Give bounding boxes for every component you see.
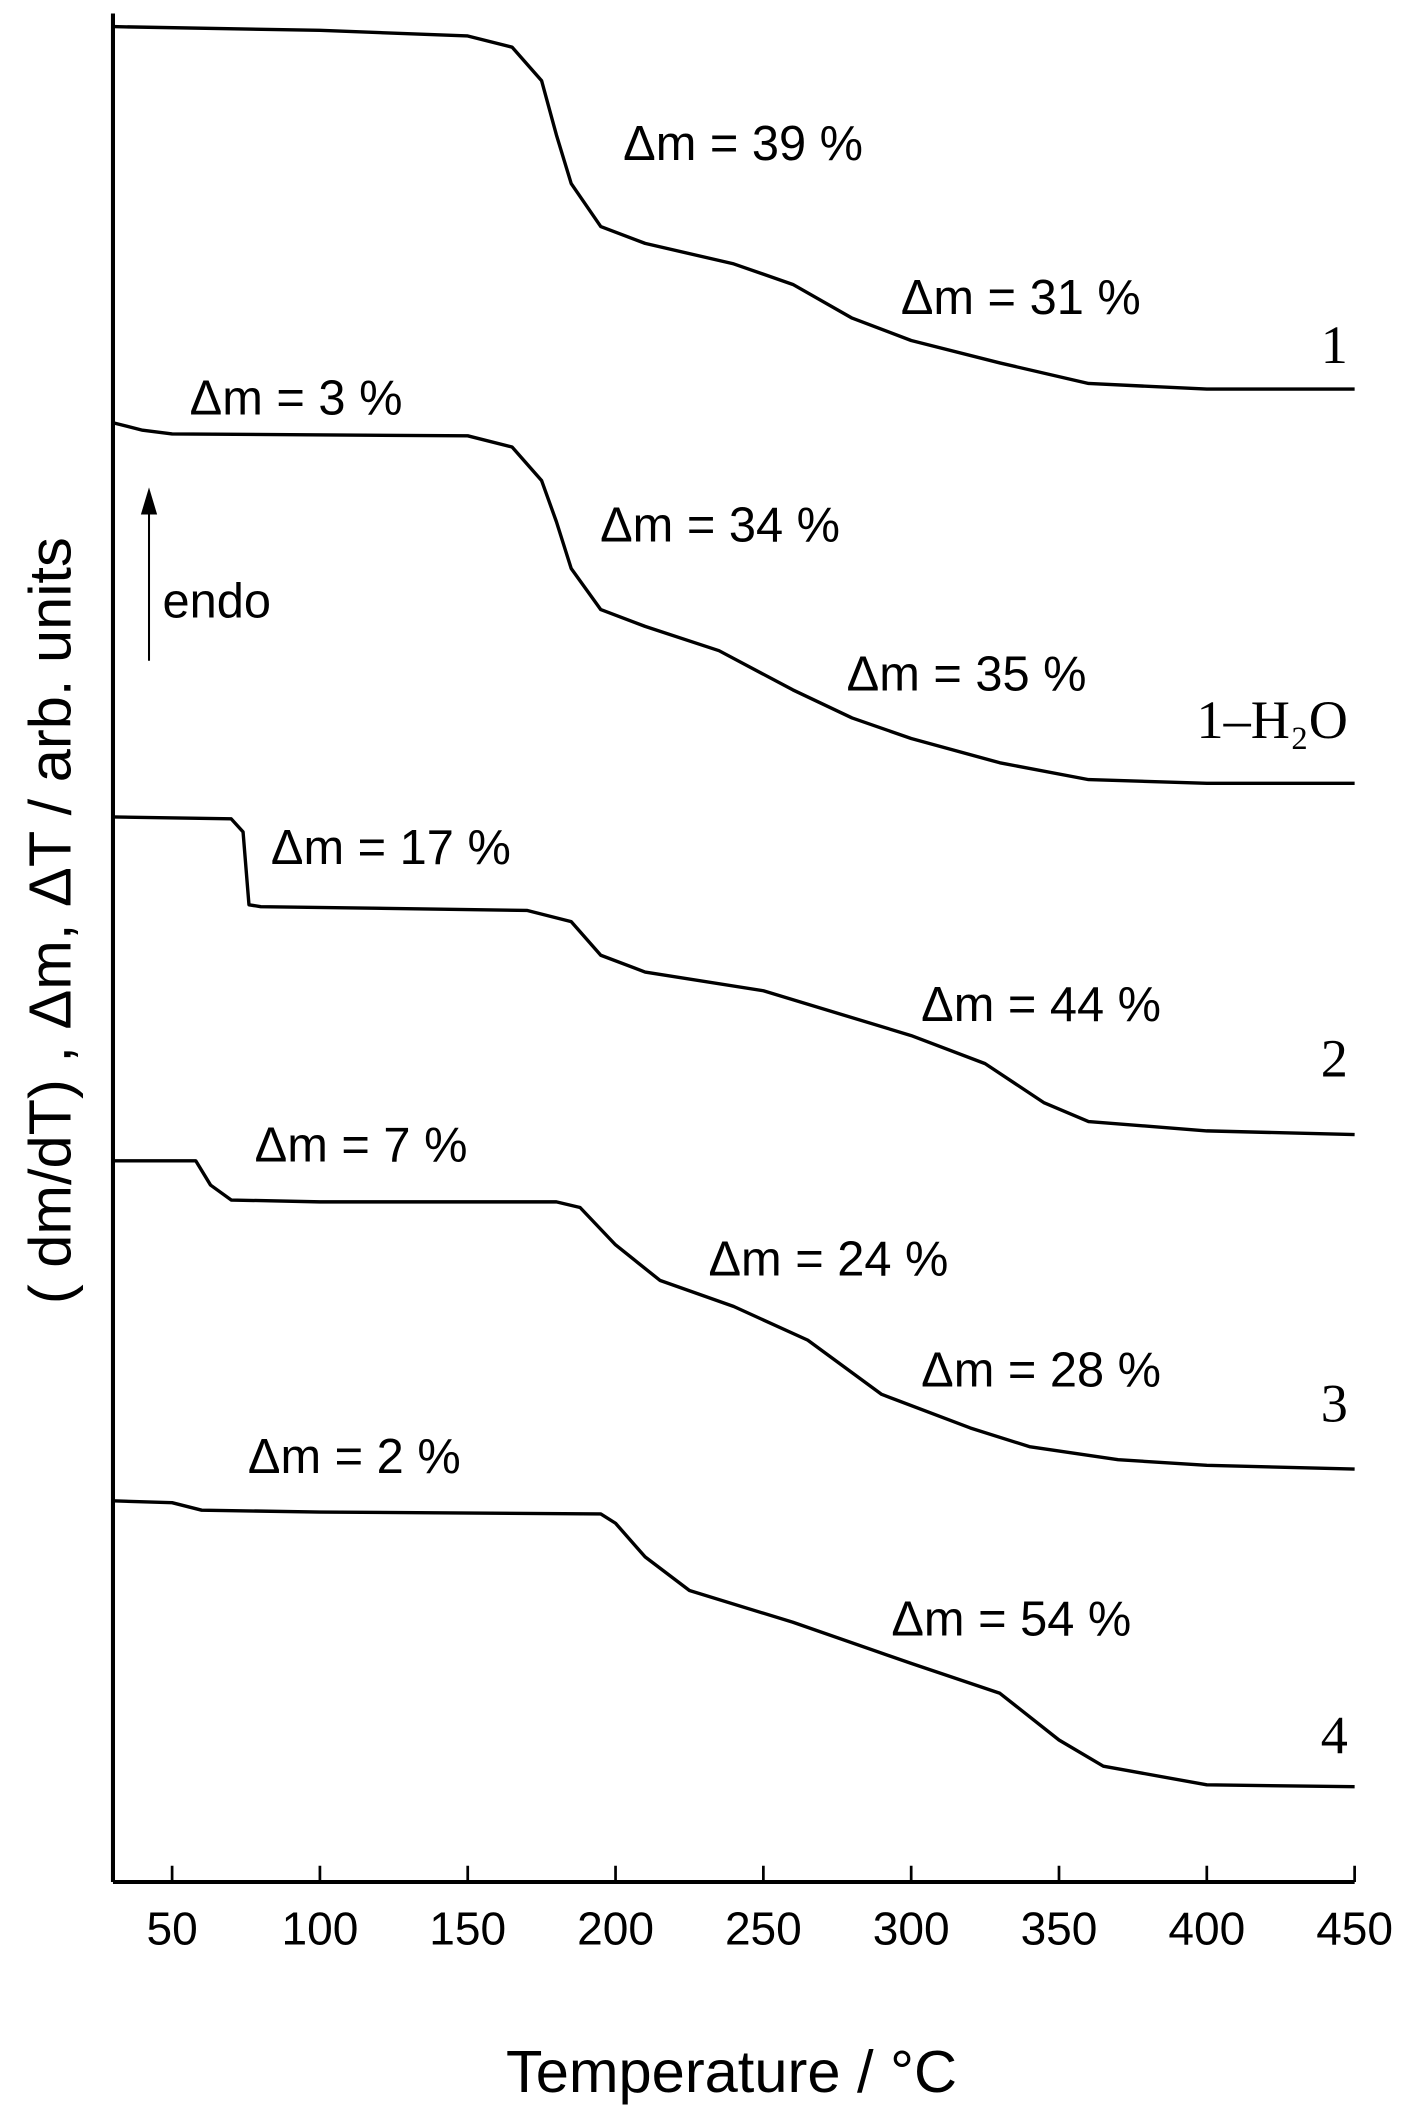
x-tick-label: 200 xyxy=(577,1902,654,1954)
annotation: Δm = 35 % xyxy=(847,648,1087,702)
x-tick-label: 400 xyxy=(1168,1902,1245,1954)
annotation: Δm = 17 % xyxy=(271,821,511,875)
annotation: Δm = 3 % xyxy=(190,371,403,425)
annotation: Δm = 2 % xyxy=(248,1430,461,1484)
annotation: Δm = 24 % xyxy=(708,1232,948,1286)
endo-label: endo xyxy=(163,574,271,628)
curve xyxy=(112,815,1355,1137)
annotation: Δm = 31 % xyxy=(901,271,1141,325)
x-tick-label: 300 xyxy=(873,1902,950,1954)
series-label: 1–H₂O xyxy=(1197,690,1348,750)
x-axis-label: Temperature / °C xyxy=(506,2038,957,2105)
annotation: Δm = 34 % xyxy=(600,499,840,553)
curve xyxy=(112,421,1355,786)
series-label: 3 xyxy=(1321,1374,1348,1434)
series-label: 1 xyxy=(1321,315,1348,375)
x-tick-label: 150 xyxy=(429,1902,506,1954)
curve xyxy=(112,1499,1355,1789)
annotation: Δm = 39 % xyxy=(623,117,863,171)
annotation: Δm = 54 % xyxy=(891,1593,1131,1647)
curve xyxy=(112,1159,1355,1471)
x-tick-label: 350 xyxy=(1021,1902,1098,1954)
x-tick-label: 250 xyxy=(725,1902,802,1954)
x-tick-label: 450 xyxy=(1316,1902,1393,1954)
series-label: 4 xyxy=(1321,1705,1348,1765)
series-label: 2 xyxy=(1321,1028,1348,1088)
curve xyxy=(112,24,1355,391)
x-tick-label: 50 xyxy=(146,1902,197,1954)
annotation: Δm = 7 % xyxy=(255,1119,468,1173)
annotation: Δm = 28 % xyxy=(921,1343,1161,1397)
x-tick-label: 100 xyxy=(282,1902,359,1954)
endo-arrow-head xyxy=(140,487,158,515)
annotation: Δm = 44 % xyxy=(921,978,1161,1032)
y-axis-label: ( dm/dT) , Δm, ΔT / arb. units xyxy=(16,537,83,1304)
